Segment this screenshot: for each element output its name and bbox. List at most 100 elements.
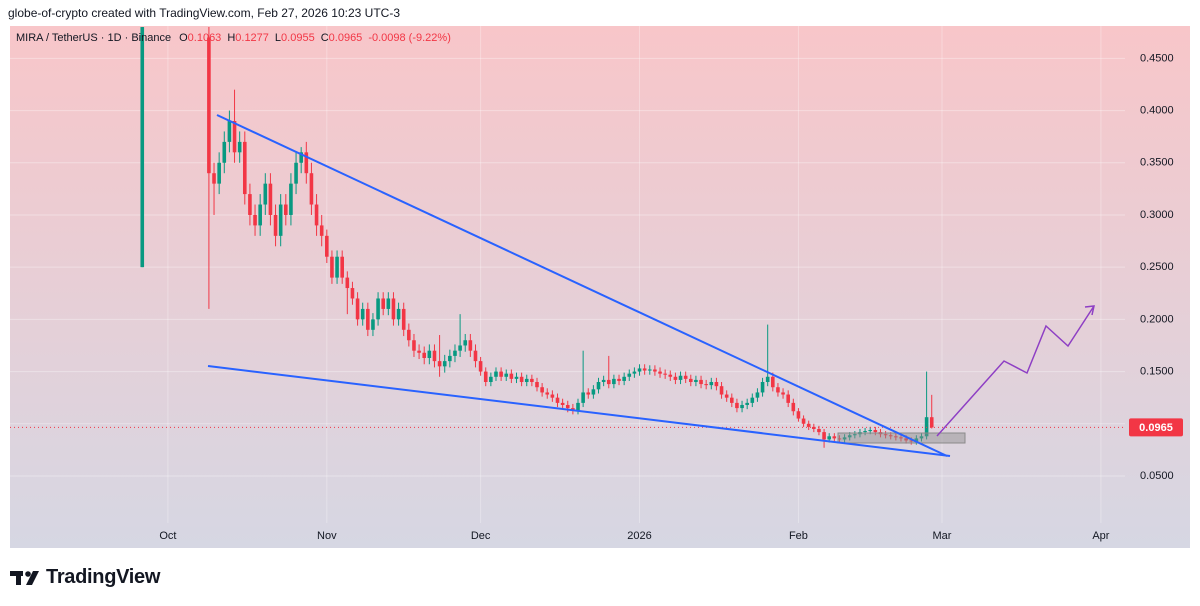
candle-body [437, 361, 442, 367]
legend-value: 0.1277 [235, 32, 269, 44]
candle-body [289, 183, 293, 215]
candle-body [325, 235, 329, 257]
symbol: MIRA / TetherUS · 1D · Binance [16, 32, 172, 44]
logo-slash [26, 571, 39, 585]
candle-body [642, 368, 647, 371]
y-tick-label: 0.3500 [1140, 157, 1174, 169]
header-text: globe-of-crypto created with TradingView… [8, 6, 400, 20]
candle-body [545, 392, 550, 395]
candle-body [919, 436, 924, 439]
candle-body [730, 397, 734, 403]
candle-body [663, 373, 667, 375]
candle-body [386, 298, 391, 309]
candle-body [601, 379, 606, 383]
projection-arrowhead [1084, 305, 1095, 316]
candle-body [786, 394, 790, 403]
candle-body [540, 387, 544, 393]
candle-body [350, 288, 355, 299]
candle-body [468, 340, 473, 351]
legend: MIRA / TetherUS · 1D · Binance O0.1063 H0.… [16, 32, 457, 44]
candle-body [294, 162, 298, 184]
candle-body [904, 438, 908, 441]
candle-body [494, 371, 498, 377]
candle-body [847, 435, 852, 438]
candle-body [407, 329, 411, 341]
brand-logo [10, 571, 39, 585]
legend-value: 0.0965 [328, 32, 363, 44]
candle-body [888, 435, 893, 437]
candle-body [653, 369, 657, 372]
candle-body [760, 382, 765, 393]
candle-body [304, 152, 309, 174]
candle-body [432, 350, 437, 362]
candle-body [714, 382, 719, 387]
candle-body [591, 389, 596, 395]
drawings [207, 114, 1095, 457]
candle-body [581, 392, 585, 403]
candle-body [709, 382, 714, 386]
candle-body [514, 376, 519, 379]
candle-body [704, 384, 708, 386]
grid [10, 26, 1125, 523]
candle-body [535, 382, 539, 388]
candle-body [504, 373, 509, 377]
plot-area [10, 27, 1125, 448]
candle-body [242, 141, 247, 195]
candle-body [586, 392, 591, 395]
legend-key: C [320, 32, 329, 44]
candle-body [796, 411, 801, 419]
candle-body [401, 308, 406, 330]
candle-body [781, 392, 785, 395]
candle-body [683, 375, 688, 379]
candle-body [453, 350, 457, 356]
candle-body [499, 371, 503, 377]
candle-body [863, 431, 867, 433]
last-price-label: 0.0965 [1139, 422, 1173, 434]
candle-body [745, 402, 749, 405]
candle-body [489, 376, 493, 383]
candle-body [622, 376, 626, 381]
candle-body [571, 408, 575, 411]
candle-body [319, 225, 324, 236]
candle-body [750, 397, 755, 403]
candle-body [248, 194, 252, 215]
candle-body [627, 373, 632, 377]
candle-body [458, 345, 462, 351]
candle-body [924, 417, 929, 437]
candle-body [268, 183, 273, 215]
last-price-tag [1129, 418, 1183, 437]
projection-path [936, 305, 1095, 437]
legend-key: O [179, 32, 188, 44]
candle-body [509, 373, 514, 379]
candle-body [212, 173, 216, 184]
candle-body [817, 428, 821, 433]
y-tick-label: 0.2500 [1140, 261, 1174, 273]
candle-body [396, 308, 401, 320]
candle-body [232, 121, 237, 153]
candle-body [842, 437, 847, 440]
candle-body [827, 436, 832, 440]
candle-body [140, 27, 145, 268]
candle-body [422, 352, 427, 358]
candle-body [391, 298, 396, 320]
x-tick-label: Mar [933, 530, 952, 542]
x-tick-label: Nov [317, 530, 337, 542]
candle-body [765, 376, 770, 383]
candle-body [417, 350, 421, 353]
candle-body [442, 361, 447, 367]
candle-body [929, 417, 934, 428]
candle-body [688, 378, 693, 383]
candle-body [647, 369, 652, 371]
candle-body [724, 394, 729, 398]
candle-body [550, 394, 555, 398]
candle-body [740, 404, 744, 409]
legend-value: 0.1063 [187, 32, 222, 44]
candle-body [776, 387, 780, 393]
range-box [837, 432, 966, 444]
y-tick-label: 0.3000 [1140, 209, 1174, 221]
candle-body [309, 173, 314, 205]
candle-body [873, 430, 878, 433]
candle-body [565, 404, 570, 409]
